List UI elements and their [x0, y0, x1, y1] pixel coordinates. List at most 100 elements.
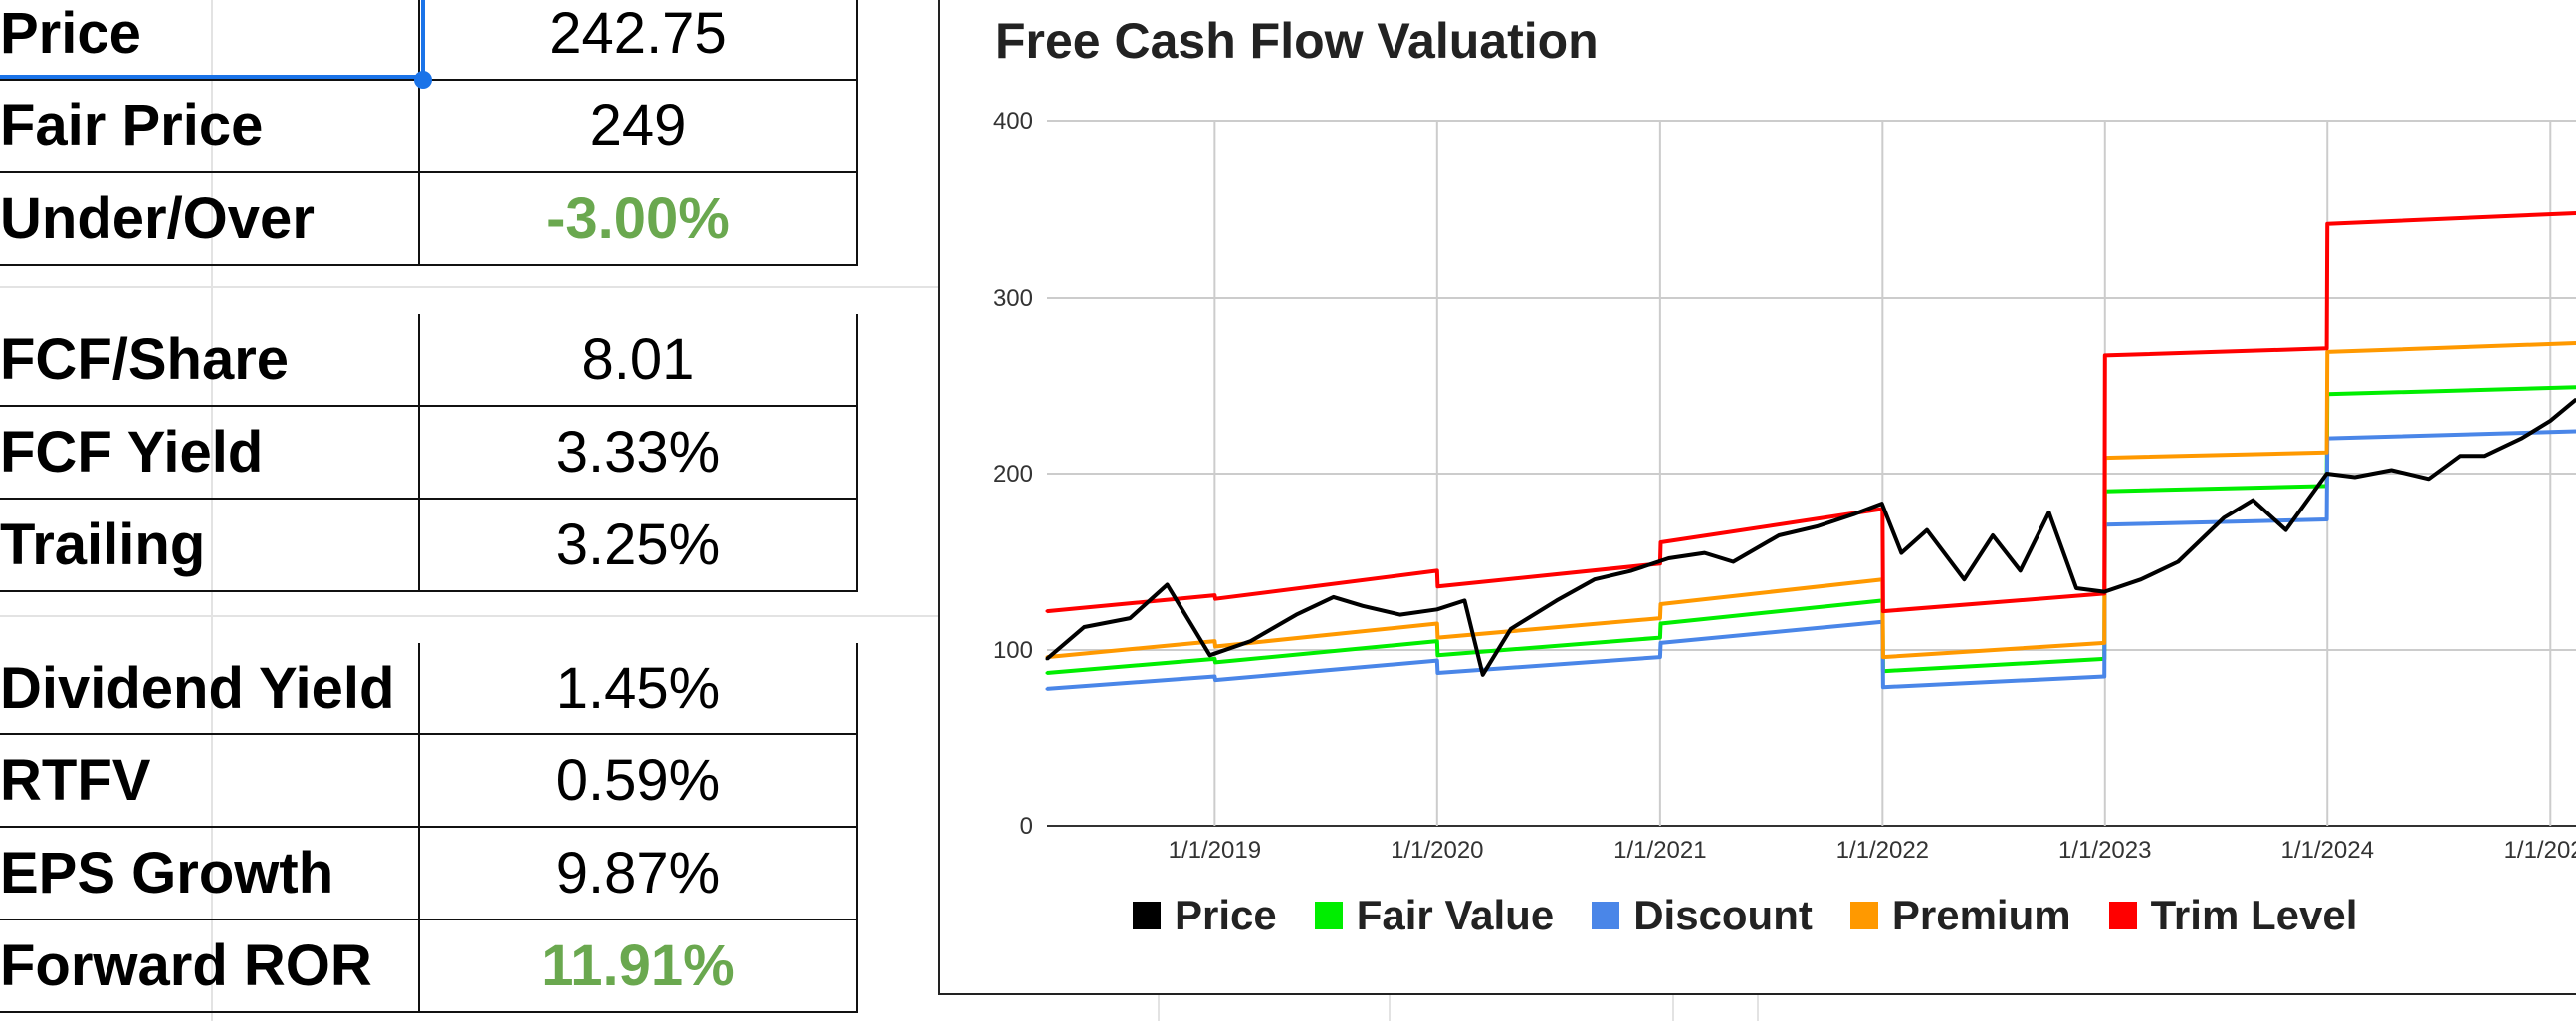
metric-row[interactable]: Forward ROR 11.91% [0, 919, 858, 1013]
metric-label[interactable]: RTFV [0, 733, 420, 828]
metric-value[interactable]: 0.59% [418, 733, 858, 828]
y-tick-label: 300 [993, 285, 1033, 311]
legend-swatch [1592, 902, 1620, 929]
metric-label[interactable]: Dividend Yield [0, 643, 420, 735]
data-point [1593, 577, 1597, 581]
chart-legend: Price Fair Value Discount Premium Trim Level [1133, 886, 2357, 945]
data-point [1462, 598, 1466, 602]
metric-value[interactable]: 11.91% [418, 919, 858, 1013]
cell-selection-handle[interactable] [414, 71, 432, 89]
data-point [1481, 673, 1485, 677]
data-point [1435, 607, 1439, 611]
data-point [1166, 583, 1170, 587]
legend-swatch [1849, 902, 1878, 929]
x-tick-label: 1/1/2020 [1391, 837, 1483, 864]
data-point [1045, 687, 1049, 691]
data-point [1045, 609, 1049, 613]
legend-label: Fair Value [1356, 892, 1555, 938]
metric-label[interactable]: Trailing [0, 498, 420, 592]
data-point [1213, 660, 1217, 664]
metric-row[interactable]: Dividend Yield 1.45% [0, 643, 858, 735]
legend-swatch [2108, 902, 2137, 929]
data-point [2019, 568, 2023, 572]
metric-row[interactable]: Price 242.75 [0, 0, 858, 81]
data-point [1045, 671, 1049, 675]
data-point [2284, 528, 2288, 532]
data-point [1852, 512, 1856, 516]
data-point [1899, 551, 1903, 555]
metric-value[interactable]: 3.33% [418, 405, 858, 500]
metric-value[interactable]: 8.01 [418, 314, 858, 407]
data-point [1213, 678, 1217, 682]
metric-row[interactable]: Trailing 3.25% [0, 498, 858, 592]
data-point [1629, 568, 1633, 572]
metric-row[interactable]: Fair Price 249 [0, 79, 858, 173]
metric-row[interactable]: FCF Yield 3.33% [0, 405, 858, 500]
metric-value[interactable]: -3.00% [418, 171, 858, 266]
data-point [2427, 477, 2431, 481]
data-point [1435, 621, 1439, 625]
legend-item[interactable]: Fair Value [1314, 892, 1555, 939]
data-point [1248, 639, 1252, 643]
data-point [1962, 577, 1966, 581]
metric-row[interactable]: EPS Growth 9.87% [0, 826, 858, 920]
data-point [1703, 551, 1707, 555]
metric-row[interactable]: Under/Over -3.00% [0, 171, 858, 266]
x-tick-label: 1/1/2025 [2504, 837, 2576, 864]
metric-value[interactable]: 9.87% [418, 826, 858, 920]
cell-selection-border-bottom [0, 75, 426, 79]
legend-item[interactable]: Trim Level [2108, 892, 2357, 939]
data-point [2353, 476, 2357, 480]
data-point [2176, 560, 2180, 563]
data-point [1658, 602, 1662, 606]
data-point [1294, 613, 1298, 617]
series-line-price [1045, 398, 2576, 677]
metric-label[interactable]: FCF/Share [0, 314, 420, 407]
data-point [1397, 613, 1401, 617]
data-point [2325, 222, 2329, 226]
chart-title: Free Cash Flow Valuation [995, 13, 1599, 69]
data-point [1435, 636, 1439, 640]
metric-value[interactable]: 1.45% [418, 643, 858, 735]
x-tick-label: 1/1/2021 [1613, 837, 1706, 864]
chart-container[interactable] [938, 0, 2576, 995]
data-point [1207, 653, 1211, 657]
data-point [1991, 533, 1995, 537]
metric-label[interactable]: Price [0, 0, 420, 81]
data-point [2482, 454, 2486, 458]
legend-item[interactable]: Premium [1849, 892, 2071, 939]
data-point [1082, 625, 1086, 629]
data-point [2325, 517, 2329, 521]
data-point [1361, 604, 1365, 608]
series-line-trim-level [1046, 211, 2576, 614]
metrics-table-returns: Dividend Yield 1.45% RTFV 0.59% EPS Growth 9.… [0, 643, 858, 1013]
data-point [2103, 353, 2107, 357]
metric-value[interactable]: 3.25% [418, 498, 858, 592]
legend-label: Discount [1633, 892, 1813, 938]
data-point [2325, 472, 2329, 476]
metric-value[interactable]: 249 [418, 79, 858, 173]
metric-row[interactable]: FCF/Share 8.01 [0, 314, 858, 407]
metrics-table-fcf: FCF/Share 8.01 FCF Yield 3.33% Trailing 3.25% [0, 314, 858, 592]
data-point [2139, 577, 2143, 581]
legend-swatch [1133, 902, 1161, 929]
data-point [1213, 597, 1217, 601]
data-point [2325, 346, 2329, 350]
x-tick-label: 1/1/2019 [1169, 837, 1261, 864]
metrics-group1: Price 242.75 Fair Price 249 Under/Over -3.00% [0, 0, 858, 266]
metric-label[interactable]: FCF Yield [0, 405, 420, 500]
legend-item[interactable]: Discount [1592, 892, 1813, 939]
cell-selection-border [421, 0, 425, 78]
data-point [1666, 556, 1670, 560]
data-point [2458, 454, 2462, 458]
metric-label[interactable]: Forward ROR [0, 919, 420, 1013]
data-point [1435, 671, 1439, 675]
metric-label[interactable]: EPS Growth [0, 826, 420, 920]
metric-row[interactable]: RTFV 0.59% [0, 733, 858, 828]
legend-item[interactable]: Price [1133, 892, 1277, 939]
data-point [2222, 515, 2226, 519]
metric-label[interactable]: Fair Price [0, 79, 420, 173]
metric-value[interactable]: 242.75 [418, 0, 858, 81]
x-tick-label: 1/1/2023 [2058, 837, 2151, 864]
metric-label[interactable]: Under/Over [0, 171, 420, 266]
